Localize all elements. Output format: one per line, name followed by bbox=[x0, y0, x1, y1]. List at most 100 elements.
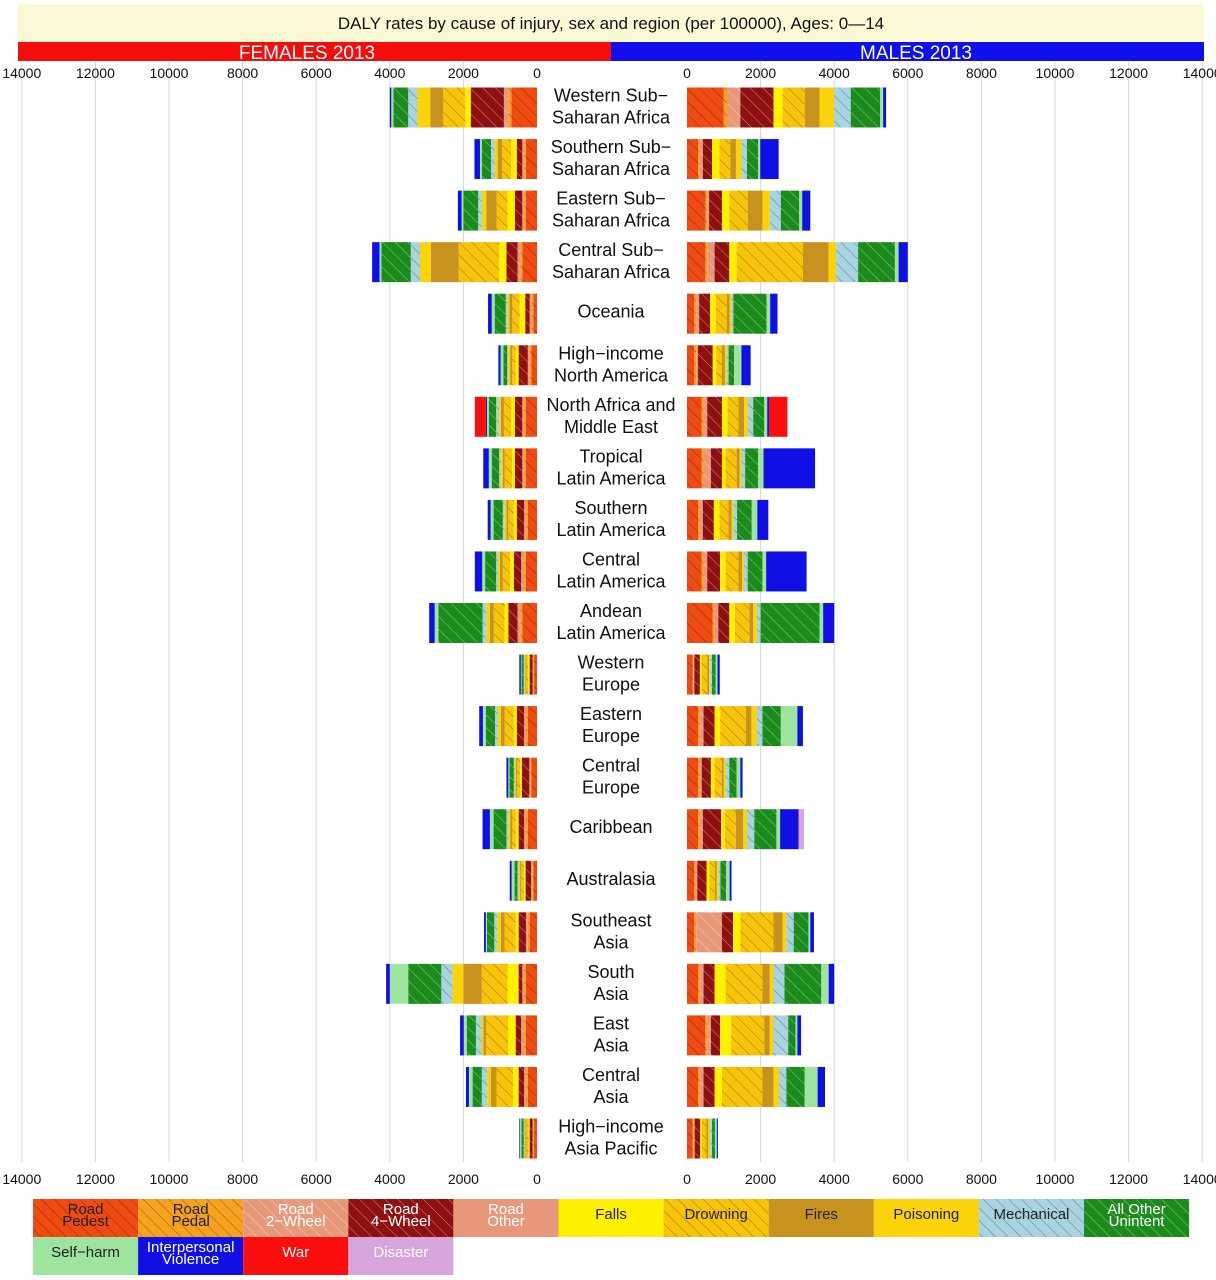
female-bar-segment bbox=[506, 499, 509, 540]
male-bar-segment bbox=[721, 757, 724, 798]
male-bar-hatch bbox=[756, 706, 763, 747]
male-bar-hatch bbox=[698, 499, 700, 540]
region-label: Saharan Africa bbox=[552, 159, 671, 179]
female-bar-segment bbox=[465, 87, 471, 128]
legend-label: 2−Wheel bbox=[266, 1213, 326, 1230]
region-label: Asia bbox=[593, 1035, 629, 1055]
female-bar-hatch bbox=[524, 448, 526, 489]
male-bar-hatch bbox=[834, 87, 851, 128]
male-bar-segment bbox=[714, 1118, 717, 1159]
male-bar-segment bbox=[729, 860, 732, 901]
male-bar-hatch bbox=[687, 963, 699, 1004]
region-label: Latin America bbox=[556, 520, 666, 540]
male-bar-hatch bbox=[694, 345, 697, 386]
male-bar-hatch bbox=[762, 706, 781, 747]
female-bar-hatch bbox=[517, 757, 521, 798]
female-bar-segment bbox=[500, 912, 505, 953]
male-bar-hatch bbox=[721, 912, 733, 953]
male-bar-hatch bbox=[696, 912, 722, 953]
male-bar-hatch bbox=[707, 242, 715, 283]
female-bar-segment bbox=[482, 706, 486, 747]
female-bar-hatch bbox=[458, 242, 500, 283]
male-bar-segment bbox=[714, 706, 721, 747]
region-label: Tropical bbox=[579, 446, 642, 466]
female-bar-hatch bbox=[486, 912, 495, 953]
axis-ticks: 14000 12000 10000 8000 6000 4000 2000 0 0 2000 400… bbox=[2, 65, 1216, 1187]
female-bar-segment bbox=[510, 809, 512, 850]
male-bar-hatch bbox=[698, 963, 700, 1004]
region-label: Middle East bbox=[564, 417, 658, 437]
male-bar-hatch bbox=[731, 1015, 765, 1056]
female-bar-segment bbox=[488, 448, 492, 489]
female-bar-hatch bbox=[525, 396, 537, 437]
female-bar-hatch bbox=[494, 912, 498, 953]
female-bar-segment bbox=[461, 190, 464, 231]
male-bar-hatch bbox=[701, 396, 704, 437]
female-bar-segment bbox=[474, 396, 486, 437]
female-bar-hatch bbox=[485, 706, 496, 747]
female-bar-hatch bbox=[527, 809, 537, 850]
female-bar-hatch bbox=[508, 603, 518, 643]
legend-label: 4−Wheel bbox=[371, 1213, 431, 1230]
male-bar-hatch bbox=[716, 345, 722, 386]
female-bar-segment bbox=[474, 139, 480, 180]
male-bar-hatch bbox=[695, 860, 698, 901]
female-bar-segment bbox=[497, 139, 503, 180]
male-bar-segment bbox=[751, 499, 758, 540]
female-bar-hatch bbox=[503, 345, 508, 386]
male-bar-segment bbox=[714, 860, 717, 901]
male-bar-segment bbox=[804, 1066, 818, 1107]
female-tick-label: 14000 bbox=[2, 65, 41, 81]
female-bar-segment bbox=[524, 1118, 526, 1159]
male-bar-segment bbox=[762, 190, 770, 231]
female-bar-hatch bbox=[518, 963, 523, 1004]
female-bar-hatch bbox=[527, 706, 537, 747]
male-bar-hatch bbox=[694, 1118, 701, 1159]
female-bar-hatch bbox=[529, 293, 532, 334]
male-bar-hatch bbox=[699, 1066, 704, 1107]
male-bar-segment bbox=[780, 809, 799, 850]
male-bar-hatch bbox=[701, 448, 704, 489]
male-bar-hatch bbox=[793, 912, 809, 953]
female-bar-segment bbox=[482, 551, 486, 592]
female-bar-hatch bbox=[518, 912, 526, 953]
male-bar-segment bbox=[706, 1118, 709, 1159]
female-bar-segment bbox=[486, 190, 497, 231]
female-bar-segment bbox=[497, 706, 501, 747]
region-label: Latin America bbox=[556, 571, 666, 591]
male-bar-hatch bbox=[745, 448, 759, 489]
male-bar-segment bbox=[751, 706, 757, 747]
male-bar-hatch bbox=[718, 603, 730, 643]
legend-label: Road bbox=[173, 1201, 209, 1218]
female-bar-hatch bbox=[525, 809, 528, 850]
male-bar-hatch bbox=[707, 396, 722, 437]
female-bar-hatch bbox=[525, 963, 537, 1004]
male-bar-segment bbox=[749, 603, 754, 643]
region-label: Central bbox=[582, 1065, 640, 1085]
female-bar-hatch bbox=[529, 757, 531, 798]
female-bar-segment bbox=[520, 1118, 522, 1159]
female-bar-hatch bbox=[525, 654, 529, 695]
legend-label: Falls bbox=[595, 1206, 627, 1223]
legend-label: Road bbox=[68, 1201, 104, 1218]
female-bar-hatch bbox=[517, 603, 521, 643]
male-bar-hatch bbox=[712, 603, 715, 643]
female-bar-segment bbox=[519, 293, 526, 334]
male-bar-segment bbox=[712, 345, 717, 386]
male-bar-segment bbox=[723, 757, 726, 798]
legend-swatch-hatch bbox=[33, 1199, 139, 1237]
female-bar-hatch bbox=[502, 139, 512, 180]
male-bar-segment bbox=[767, 396, 770, 437]
male-bar-segment bbox=[721, 345, 725, 386]
male-bar-hatch bbox=[701, 654, 708, 695]
female-bar-hatch bbox=[486, 1015, 509, 1056]
region-label: Asia bbox=[593, 1087, 629, 1107]
female-bar-segment bbox=[499, 551, 503, 592]
female-bar-segment bbox=[479, 139, 482, 180]
female-bar-hatch bbox=[521, 1118, 524, 1159]
female-bar-hatch bbox=[493, 809, 507, 850]
female-bar-hatch bbox=[482, 603, 487, 643]
male-bar-segment bbox=[821, 963, 829, 1004]
male-bar-hatch bbox=[725, 551, 739, 592]
region-label: Asia bbox=[593, 932, 629, 952]
